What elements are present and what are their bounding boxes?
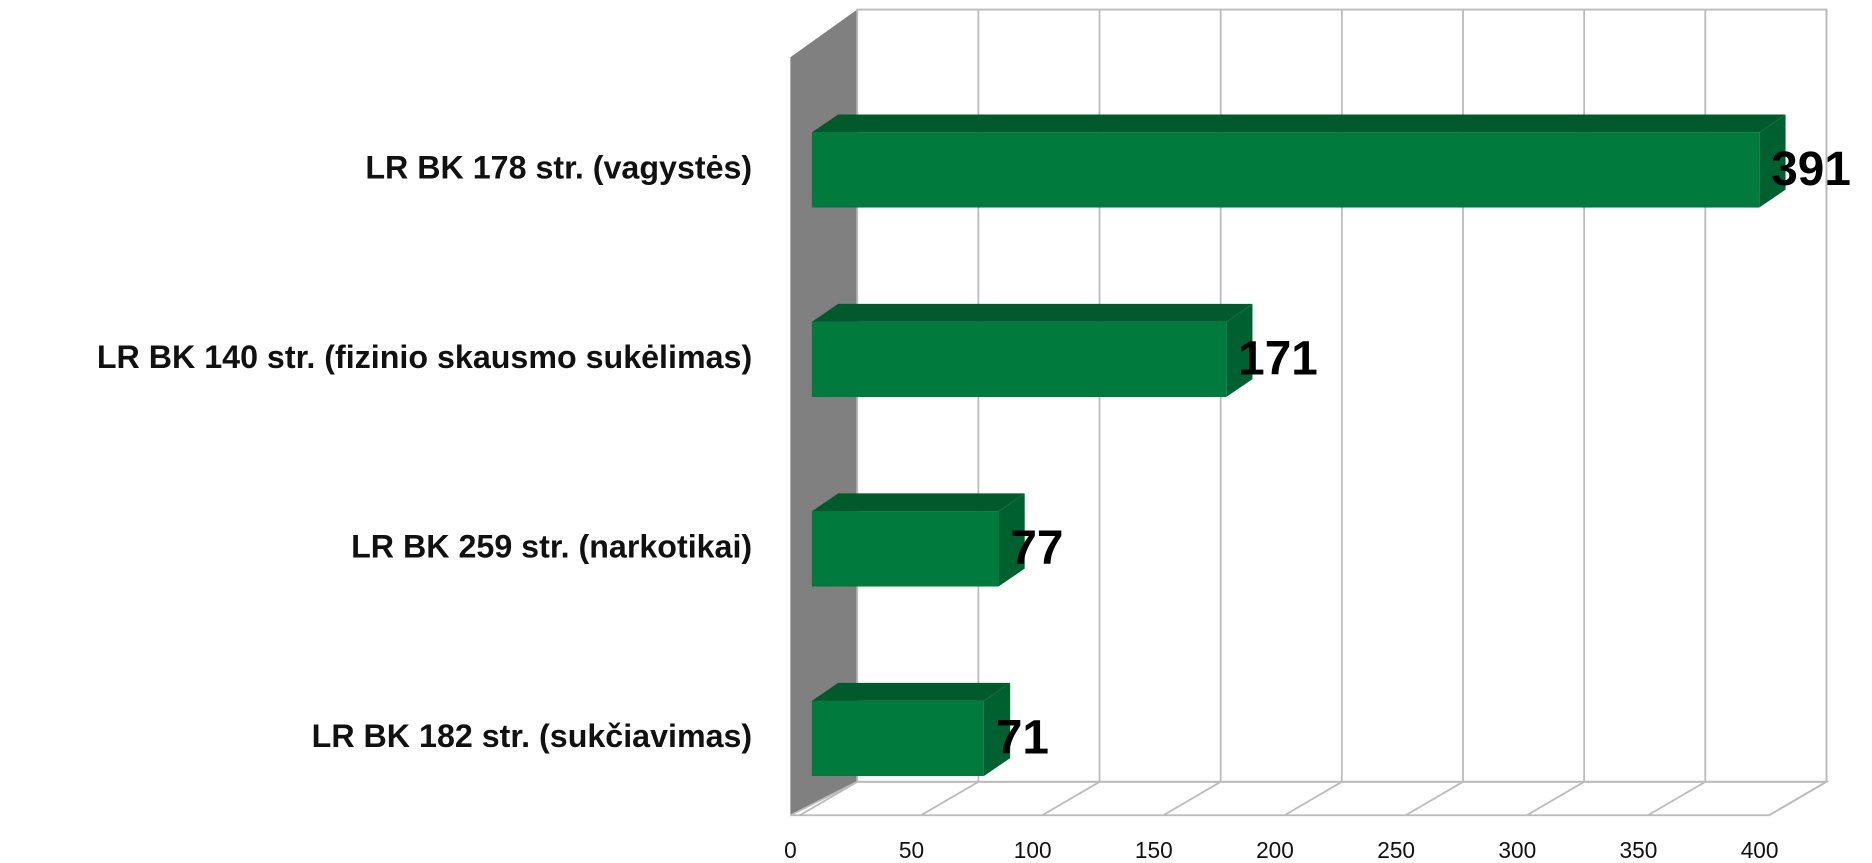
bar — [811, 132, 1760, 208]
floor-grid-line — [1768, 781, 1827, 817]
floor-grid-line — [799, 781, 858, 817]
floor-grid-line — [1647, 781, 1706, 817]
floor — [789, 780, 1830, 817]
category-label: LR BK 178 str. (vagystės) — [365, 149, 752, 185]
x-tick-label: 250 — [1377, 837, 1415, 863]
value-label: 391 — [1771, 143, 1851, 196]
bar — [811, 511, 999, 587]
floor-grid-line — [1162, 781, 1222, 817]
side-wall — [790, 9, 858, 816]
bar — [811, 321, 1227, 398]
x-tick-label: 50 — [899, 837, 924, 863]
bar-side — [983, 682, 1011, 777]
x-tick-label: 400 — [1741, 837, 1779, 863]
bar-side — [1226, 303, 1253, 398]
bar — [811, 700, 984, 777]
value-label: 77 — [1010, 522, 1063, 575]
floor-grid-line — [1526, 781, 1585, 817]
value-label: 171 — [1238, 332, 1318, 385]
x-tick-label: 100 — [1014, 837, 1052, 863]
category-label: LR BK 259 str. (narkotikai) — [351, 528, 752, 564]
bar-side — [998, 493, 1025, 587]
bar-top — [811, 114, 1786, 133]
x-tick-label: 0 — [784, 837, 797, 863]
floor-grid-line — [920, 781, 979, 817]
category-label: LR BK 140 str. (fizinio skausmo sukėlima… — [97, 339, 752, 375]
floor-grid-line — [1405, 781, 1464, 817]
bar-top — [811, 493, 1025, 512]
bar-top — [811, 682, 1011, 701]
x-tick-label: 300 — [1498, 837, 1536, 863]
x-tick-label: 350 — [1620, 837, 1658, 863]
category-label: LR BK 182 str. (sukčiavimas) — [312, 718, 753, 754]
value-label: 71 — [996, 711, 1049, 764]
x-tick-label: 200 — [1256, 837, 1294, 863]
floor-grid-line — [1041, 781, 1100, 817]
x-tick-label: 150 — [1135, 837, 1173, 863]
floor-grid-line — [1284, 781, 1343, 817]
bar-side — [1759, 114, 1786, 208]
bar-top — [811, 303, 1253, 322]
